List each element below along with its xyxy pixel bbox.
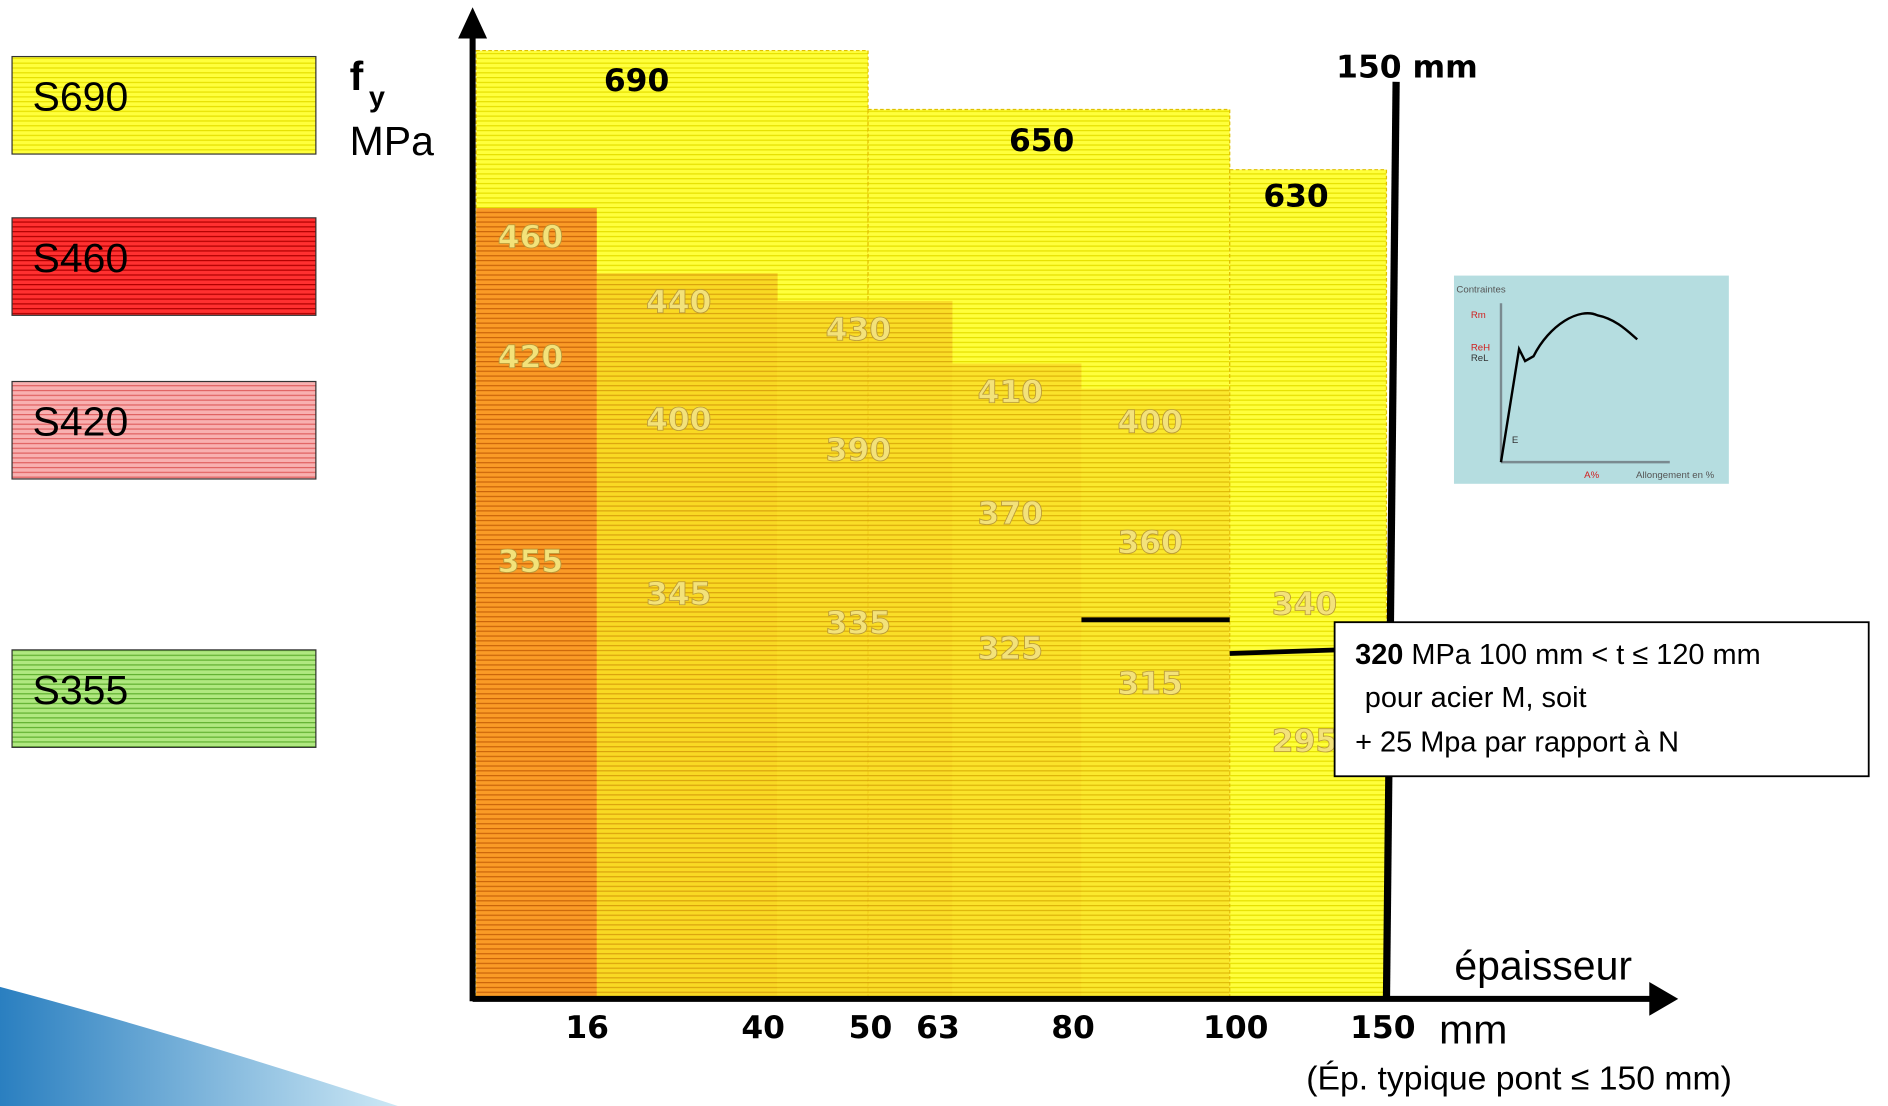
x-tick-label: 63	[916, 1010, 960, 1046]
legend-label: S420	[33, 399, 129, 445]
inset-bg	[1454, 276, 1729, 484]
x-tick-label: 150	[1350, 1010, 1415, 1046]
annotation-line: 320 MPa 100 mm < t ≤ 120 mm	[1355, 639, 1761, 671]
step-area	[952, 363, 1081, 998]
x-tick-label: 100	[1203, 1010, 1268, 1046]
decoration	[0, 987, 398, 1106]
faded-value-label: 440	[646, 284, 711, 320]
annotation-line: pour acier M, soit	[1365, 682, 1587, 714]
annotation-text: MPa 100 mm < t ≤ 120 mm	[1403, 639, 1760, 671]
x-note: (Ép. typique pont ≤ 150 mm)	[1306, 1060, 1732, 1098]
faded-value-label: 360	[1117, 525, 1182, 561]
inset: Contraintes Rm ReH ReL E A% Allongement …	[1454, 276, 1729, 484]
legend-label: S690	[33, 74, 129, 120]
faded-value-label: 430	[826, 312, 891, 348]
faded-value-label: 370	[978, 496, 1043, 532]
faded-value-label: 355	[498, 544, 563, 580]
inset-label: A%	[1584, 470, 1599, 481]
x-tick-label: 40	[741, 1010, 785, 1046]
slide: S690 S460 S420 S355 690 650 630 460 420 355 440 400…	[0, 0, 1888, 1106]
value-label: 630	[1263, 178, 1328, 214]
faded-value-label: 410	[978, 375, 1043, 411]
legend-label: S355	[33, 667, 129, 713]
annotation-value: 320	[1355, 639, 1403, 671]
faded-value-label: 390	[826, 432, 891, 468]
inset-label: ReL	[1471, 353, 1489, 364]
faded-value-label: 400	[1117, 405, 1182, 441]
y-subscript: y	[369, 81, 385, 113]
inset-label: Rm	[1471, 310, 1486, 321]
faded-value-label: 315	[1117, 666, 1182, 702]
faded-value-label: 420	[498, 340, 563, 376]
inset-label: Contraintes	[1456, 285, 1505, 296]
x-tick-label: 80	[1051, 1010, 1095, 1046]
inset-label: Allongement en %	[1636, 470, 1715, 481]
inset-label: E	[1512, 435, 1518, 446]
page: {"legend": ["S690", "S460", "S420", "S35…	[0, 0, 1888, 1106]
limit-line	[1386, 82, 1396, 999]
faded-value-label: 295	[1272, 724, 1337, 760]
y-symbol: f	[350, 53, 364, 99]
chart-area: S690 S460 S420 S355 690 650 630 460 420 355 440 400…	[12, 51, 1386, 999]
faded-value-label: 340	[1272, 586, 1337, 622]
inset-label: ReH	[1471, 342, 1490, 353]
faded-value-label: 460	[498, 219, 563, 255]
step-area	[1230, 170, 1387, 999]
x-tick-label: 50	[849, 1010, 893, 1046]
faded-value-label: 325	[978, 631, 1043, 667]
annotation-line: + 25 Mpa par rapport à N	[1355, 726, 1679, 758]
step-area	[476, 208, 597, 999]
x-arrow	[1649, 982, 1678, 1016]
faded-value-label: 400	[646, 402, 711, 438]
legend-label: S460	[33, 235, 129, 281]
value-label: 690	[604, 63, 669, 99]
x-label: épaisseur	[1454, 943, 1632, 989]
x-unit: mm	[1439, 1006, 1507, 1052]
faded-value-label: 345	[646, 577, 711, 613]
y-unit: MPa	[350, 118, 434, 164]
step-area	[778, 301, 953, 999]
y-arrow	[458, 7, 487, 38]
value-label: 650	[1009, 123, 1074, 159]
x-tick-label: 16	[565, 1010, 609, 1046]
limit-label: 150 mm	[1336, 50, 1478, 86]
step-area	[597, 273, 778, 999]
faded-value-label: 335	[826, 606, 891, 642]
